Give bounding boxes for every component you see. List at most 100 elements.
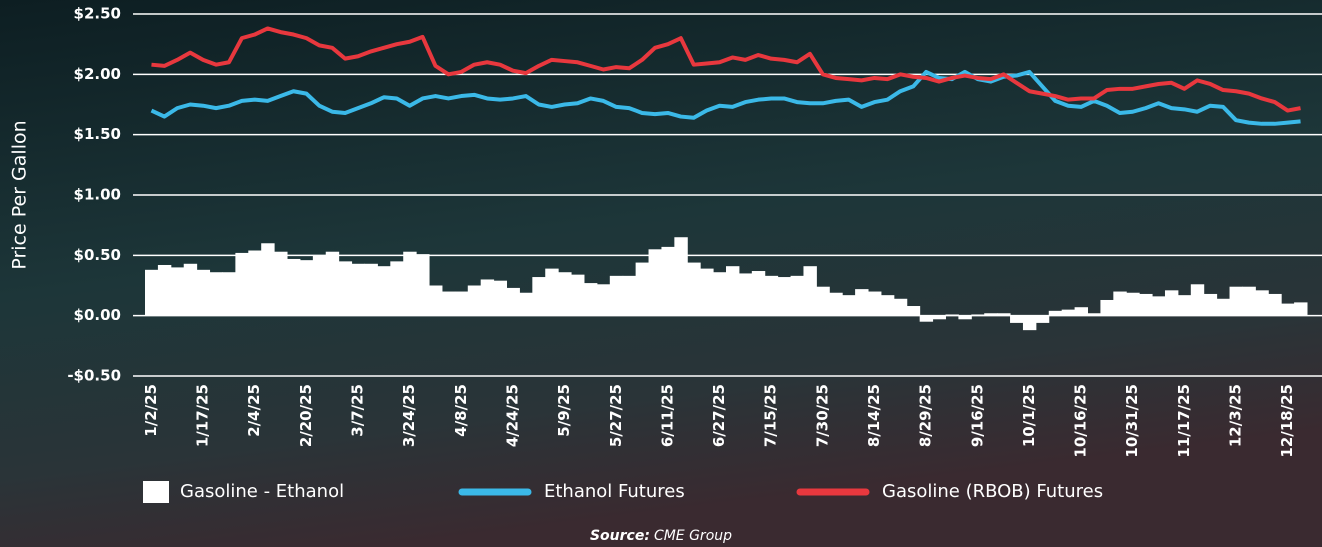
bar <box>907 306 920 316</box>
bar <box>390 261 403 315</box>
bar <box>791 276 804 316</box>
bar <box>545 269 558 316</box>
x-tick-label: 8/29/25 <box>917 384 935 447</box>
bar <box>507 288 520 316</box>
x-tick-label: 2/4/25 <box>245 384 263 437</box>
bar <box>1204 294 1217 316</box>
bar <box>1023 316 1036 330</box>
bar <box>945 314 958 315</box>
bar <box>855 289 868 316</box>
y-tick-label: $1.50 <box>74 125 121 143</box>
x-tick-label: 9/16/25 <box>968 384 986 447</box>
bar <box>881 295 894 316</box>
bar <box>235 253 248 316</box>
bar <box>261 243 274 315</box>
y-axis-label: Price Per Gallon <box>9 120 31 269</box>
bar <box>829 293 842 316</box>
bar <box>765 276 778 316</box>
bar <box>649 249 662 315</box>
bar <box>1294 302 1307 315</box>
x-tick-label: 5/27/25 <box>607 384 625 447</box>
bar <box>1113 292 1126 316</box>
bar <box>222 272 235 315</box>
bar <box>584 283 597 316</box>
x-tick-label: 2/20/25 <box>297 384 315 447</box>
bar <box>997 313 1010 315</box>
y-tick-label: $2.00 <box>74 65 121 83</box>
bar <box>1100 300 1113 316</box>
x-tick-label: 1/17/25 <box>194 384 212 447</box>
bar <box>300 260 313 316</box>
bar <box>610 276 623 316</box>
bar <box>933 316 946 320</box>
bar <box>171 267 184 315</box>
x-tick-label: 6/11/25 <box>658 384 676 447</box>
page: Price Per Gallon Source:CME Group -$0.50… <box>0 0 1322 547</box>
bar <box>700 269 713 316</box>
bar <box>274 252 287 316</box>
bar <box>1178 295 1191 316</box>
bar <box>455 292 468 316</box>
bar <box>661 247 674 316</box>
bar <box>1062 310 1075 316</box>
y-tick-label: $0.00 <box>74 306 121 324</box>
source-label: Source: <box>590 528 650 544</box>
bar <box>326 252 339 316</box>
bar <box>442 292 455 316</box>
x-tick-label: 10/31/25 <box>1123 384 1141 458</box>
bar <box>571 275 584 316</box>
bar <box>481 279 494 315</box>
bar <box>674 237 687 315</box>
x-tick-label: 5/9/25 <box>555 384 573 437</box>
bar <box>1010 316 1023 323</box>
x-tick-label: 8/14/25 <box>865 384 883 447</box>
bar <box>532 277 545 316</box>
bar <box>352 264 365 316</box>
legend-swatch <box>143 481 169 503</box>
bar <box>184 264 197 316</box>
bar <box>1049 311 1062 316</box>
bar <box>1165 290 1178 315</box>
x-tick-label: 3/7/25 <box>349 384 367 437</box>
bar <box>1036 316 1049 323</box>
bar <box>1255 290 1268 315</box>
bar <box>1088 313 1101 315</box>
bar <box>429 286 442 316</box>
x-tick-label: 7/30/25 <box>813 384 831 447</box>
bar <box>803 266 816 315</box>
bar <box>1126 293 1139 316</box>
bar <box>920 316 933 322</box>
legend-label: Ethanol Futures <box>544 481 685 502</box>
bar <box>1242 287 1255 316</box>
x-tick-label: 4/24/25 <box>503 384 521 447</box>
x-tick-label: 12/18/25 <box>1278 384 1296 458</box>
bar <box>158 265 171 316</box>
bar <box>842 295 855 316</box>
x-tick-label: 12/3/25 <box>1226 384 1244 447</box>
bar <box>494 281 507 316</box>
bar <box>971 314 984 315</box>
x-tick-label: 7/15/25 <box>762 384 780 447</box>
x-tick-label: 11/17/25 <box>1175 384 1193 458</box>
bar <box>364 264 377 316</box>
bar <box>713 272 726 315</box>
bar <box>687 263 700 316</box>
bar <box>958 316 971 320</box>
source: Source:CME Group <box>590 528 732 544</box>
bar <box>287 259 300 316</box>
bar <box>1268 294 1281 316</box>
bar <box>197 270 210 316</box>
bar <box>623 276 636 316</box>
bar <box>1139 294 1152 316</box>
bar <box>313 255 326 315</box>
legend-label: Gasoline - Ethanol <box>180 481 344 502</box>
bar <box>1281 304 1294 316</box>
bar <box>726 266 739 315</box>
chart: Price Per Gallon Source:CME Group -$0.50… <box>0 0 1322 547</box>
bar <box>1152 296 1165 315</box>
bar <box>597 284 610 315</box>
y-tick-label: $0.50 <box>74 246 121 264</box>
x-tick-label: 6/27/25 <box>710 384 728 447</box>
bar <box>403 252 416 316</box>
bar <box>894 299 907 316</box>
